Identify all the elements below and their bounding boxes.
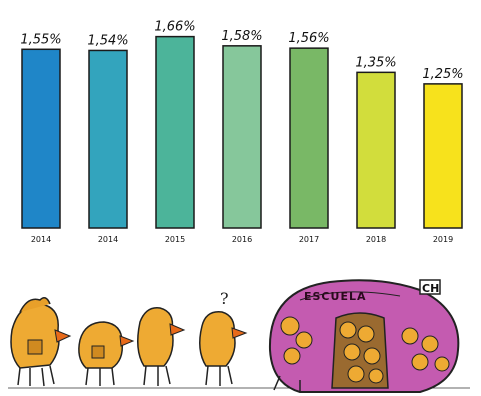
question-mark-text: ?	[220, 289, 229, 308]
chile-sign-text: CH	[422, 282, 439, 295]
bar-value-label-4: 1,56%	[288, 31, 329, 46]
bar-3	[222, 45, 262, 229]
bar-value-label-1: 1,54%	[87, 33, 128, 48]
bar-6	[423, 83, 463, 229]
bar-chart: 1,55% 1,54% 1,66% 1,58% 1,56% 1,35% 1,25% 2014…	[20, 20, 463, 244]
bar-2	[155, 35, 195, 229]
school-building: ESCUELA CH	[268, 279, 460, 393]
year-label-3: 2016	[232, 235, 252, 244]
year-label-1: 2014	[98, 235, 118, 244]
school-sign-text: ESCUELA	[304, 290, 366, 303]
year-label-0: 2014	[31, 235, 51, 244]
cartoon-figure-4-confused: ?	[199, 289, 248, 386]
bar-5	[356, 71, 396, 229]
year-label-4: 2017	[299, 235, 319, 244]
bar-value-label-0: 1,55%	[20, 32, 61, 47]
crowd-inside	[280, 316, 450, 384]
year-label-6: 2019	[433, 235, 453, 244]
bar-0	[21, 48, 61, 229]
value-labels-layer: 1,55% 1,54% 1,66% 1,58% 1,56% 1,35% 1,25%	[20, 20, 463, 82]
bar-value-label-6: 1,25%	[422, 67, 463, 82]
bar-value-label-3: 1,58%	[221, 29, 262, 44]
bar-1	[88, 49, 128, 229]
cartoon-figure-3	[137, 307, 186, 386]
cartoon-figure-2	[78, 321, 135, 386]
bar-4	[289, 47, 329, 229]
year-label-5: 2018	[366, 235, 386, 244]
chile-sign	[419, 279, 441, 295]
year-labels-layer: 2014 2014 2015 2016 2017 2018 2019	[31, 235, 453, 244]
bar-value-label-2: 1,66%	[154, 20, 195, 35]
bar-value-label-5: 1,35%	[355, 55, 396, 70]
year-label-2: 2015	[165, 235, 185, 244]
bars-layer	[21, 35, 463, 229]
cartoon-figure-group-1	[10, 297, 72, 387]
